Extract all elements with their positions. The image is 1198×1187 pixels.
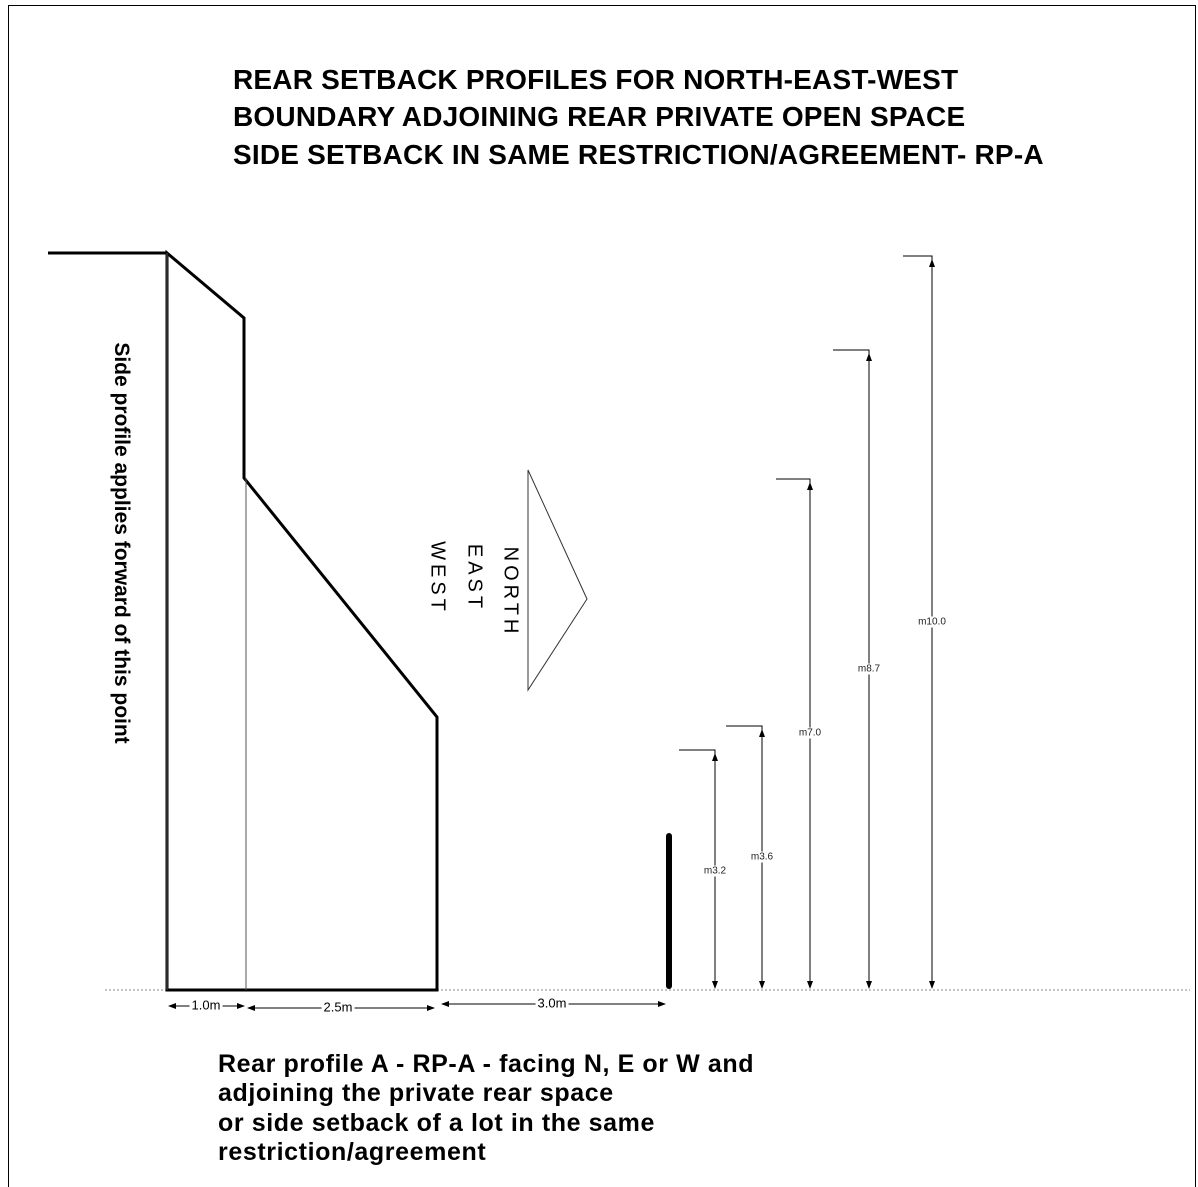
drawing-frame [8,5,1196,1187]
height-label-8-7: m8.7 [856,663,882,675]
compass-west: WEST [426,541,449,615]
compass-east: EAST [463,543,486,613]
setback-envelope [165,249,439,992]
compass-north: NORTH [499,546,522,638]
direction-arrow [527,469,588,692]
height-label-10-0: m10.0 [917,616,947,628]
caption-line-4: restriction/agreement [218,1138,487,1166]
height-label-3-6: m3.6 [749,851,775,863]
title-line-3: SIDE SETBACK IN SAME RESTRICTION/AGREEME… [233,139,1044,170]
side-profile-label: Side profile applies forward of this poi… [110,342,133,744]
width-label-1-0: 1.0m [189,997,223,1013]
title-line-1: REAR SETBACK PROFILES FOR NORTH-EAST-WES… [233,64,959,95]
width-label-3-0: 3.0m [535,995,569,1011]
width-label-2-5: 2.5m [321,999,355,1015]
caption-line-2: adjoining the private rear space [218,1079,614,1107]
caption-line-1: Rear profile A - RP-A - facing N, E or W… [218,1050,755,1078]
height-label-7-0: m7.0 [797,727,823,739]
height-label-3-2: m3.2 [702,865,728,877]
title-line-2: BOUNDARY ADJOINING REAR PRIVATE OPEN SPA… [233,101,966,132]
caption-line-3: or side setback of a lot in the same [218,1109,656,1137]
